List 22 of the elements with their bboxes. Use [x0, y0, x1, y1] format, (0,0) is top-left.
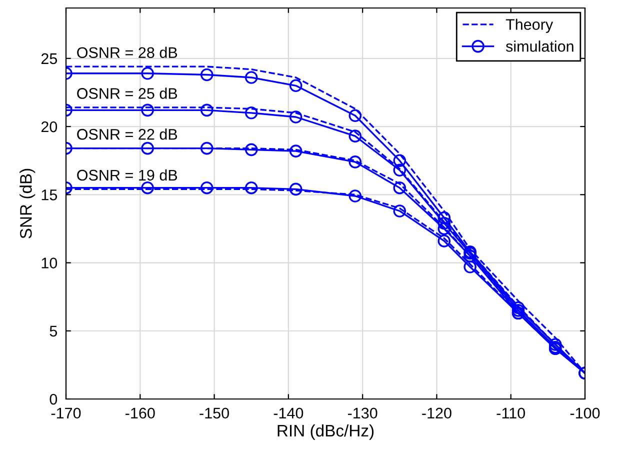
y-tick-label: 0 [50, 394, 58, 405]
x-tick-label: -120 [422, 408, 452, 419]
legend-label: Theory [506, 18, 554, 33]
x-tick-label: -140 [274, 408, 304, 419]
y-tick-label: 10 [42, 258, 58, 268]
annotation: OSNR = 22 dB [77, 128, 178, 140]
x-tick-label: -150 [200, 408, 229, 419]
x-axis-title: RIN (dBc/Hz) [278, 424, 374, 440]
annotation: OSNR = 19 dB [77, 169, 178, 181]
x-tick-label: -170 [51, 408, 81, 419]
y-axis-title: SNR (dB) [20, 168, 36, 238]
x-tick-label: -160 [126, 408, 155, 419]
y-tick-label: 15 [42, 190, 58, 200]
x-tick-label: -100 [570, 408, 600, 419]
y-tick-label: 5 [50, 326, 58, 337]
legend-label: simulation [506, 40, 574, 52]
x-tick-label: -110 [496, 408, 525, 419]
y-tick-label: 20 [41, 121, 58, 132]
annotation: OSNR = 28 dB [77, 46, 178, 58]
x-tick-label: -130 [348, 408, 378, 419]
y-tick-label: 25 [41, 53, 58, 64]
annotation: OSNR = 25 dB [77, 88, 178, 99]
